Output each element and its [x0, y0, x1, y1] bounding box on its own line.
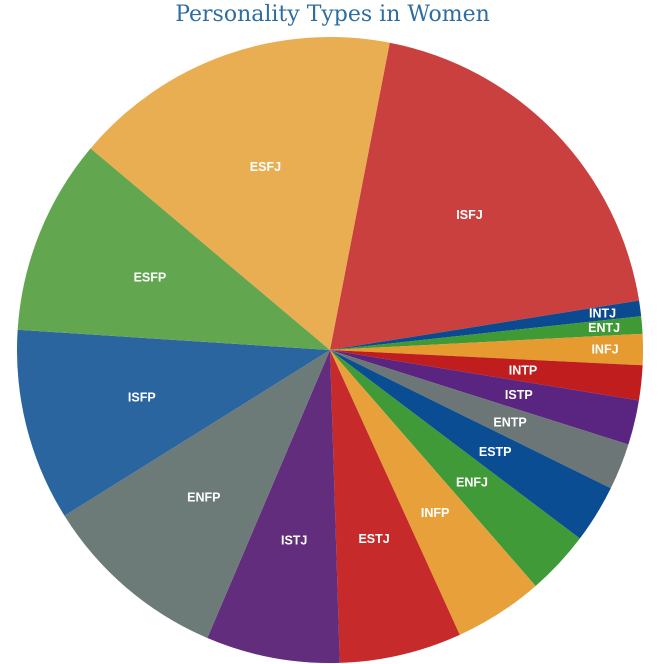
pie-slice-infj	[330, 333, 644, 366]
slice-label-istj: ISTJ	[281, 534, 307, 548]
pie-slice-entj	[330, 316, 643, 350]
slice-label-entj: ENTJ	[588, 321, 620, 335]
slice-label-enfj: ENFJ	[456, 475, 488, 489]
pie-slice-estj	[330, 350, 460, 663]
slice-label-infp: INFP	[421, 506, 449, 520]
pie-slice-istj	[207, 350, 340, 664]
slice-label-isfp: ISFP	[128, 390, 156, 404]
pie-slice-isfp	[16, 329, 330, 516]
slice-label-intp: INTP	[509, 363, 537, 377]
pie-slice-intj	[330, 300, 642, 350]
pie-slice-enfp	[64, 350, 330, 638]
pie-slice-isfj	[330, 42, 640, 350]
slice-label-istp: ISTP	[505, 388, 533, 402]
slice-label-esfj: ESFJ	[250, 160, 281, 174]
pie-slice-esfj	[90, 37, 390, 350]
slice-label-isfj: ISFJ	[456, 208, 482, 222]
slice-label-estj: ESTJ	[358, 532, 389, 546]
chart-title: Personality Types in Women	[175, 2, 490, 27]
slice-label-enfp: ENFP	[187, 491, 220, 505]
slice-label-intj: INTJ	[589, 306, 616, 320]
pie-slice-infp	[330, 350, 536, 635]
pie-slice-intp	[330, 350, 643, 401]
slice-label-estp: ESTP	[479, 445, 512, 459]
slice-label-entp: ENTP	[493, 415, 526, 429]
pie-slice-estp	[330, 350, 611, 539]
pie-slice-enfj	[330, 350, 580, 586]
pie-slice-esfp	[17, 148, 331, 350]
slice-label-infj: INFJ	[591, 343, 618, 357]
slice-label-esfp: ESFP	[134, 271, 167, 285]
pie-slice-entp	[330, 350, 629, 489]
pie-slice-istp	[330, 350, 639, 445]
